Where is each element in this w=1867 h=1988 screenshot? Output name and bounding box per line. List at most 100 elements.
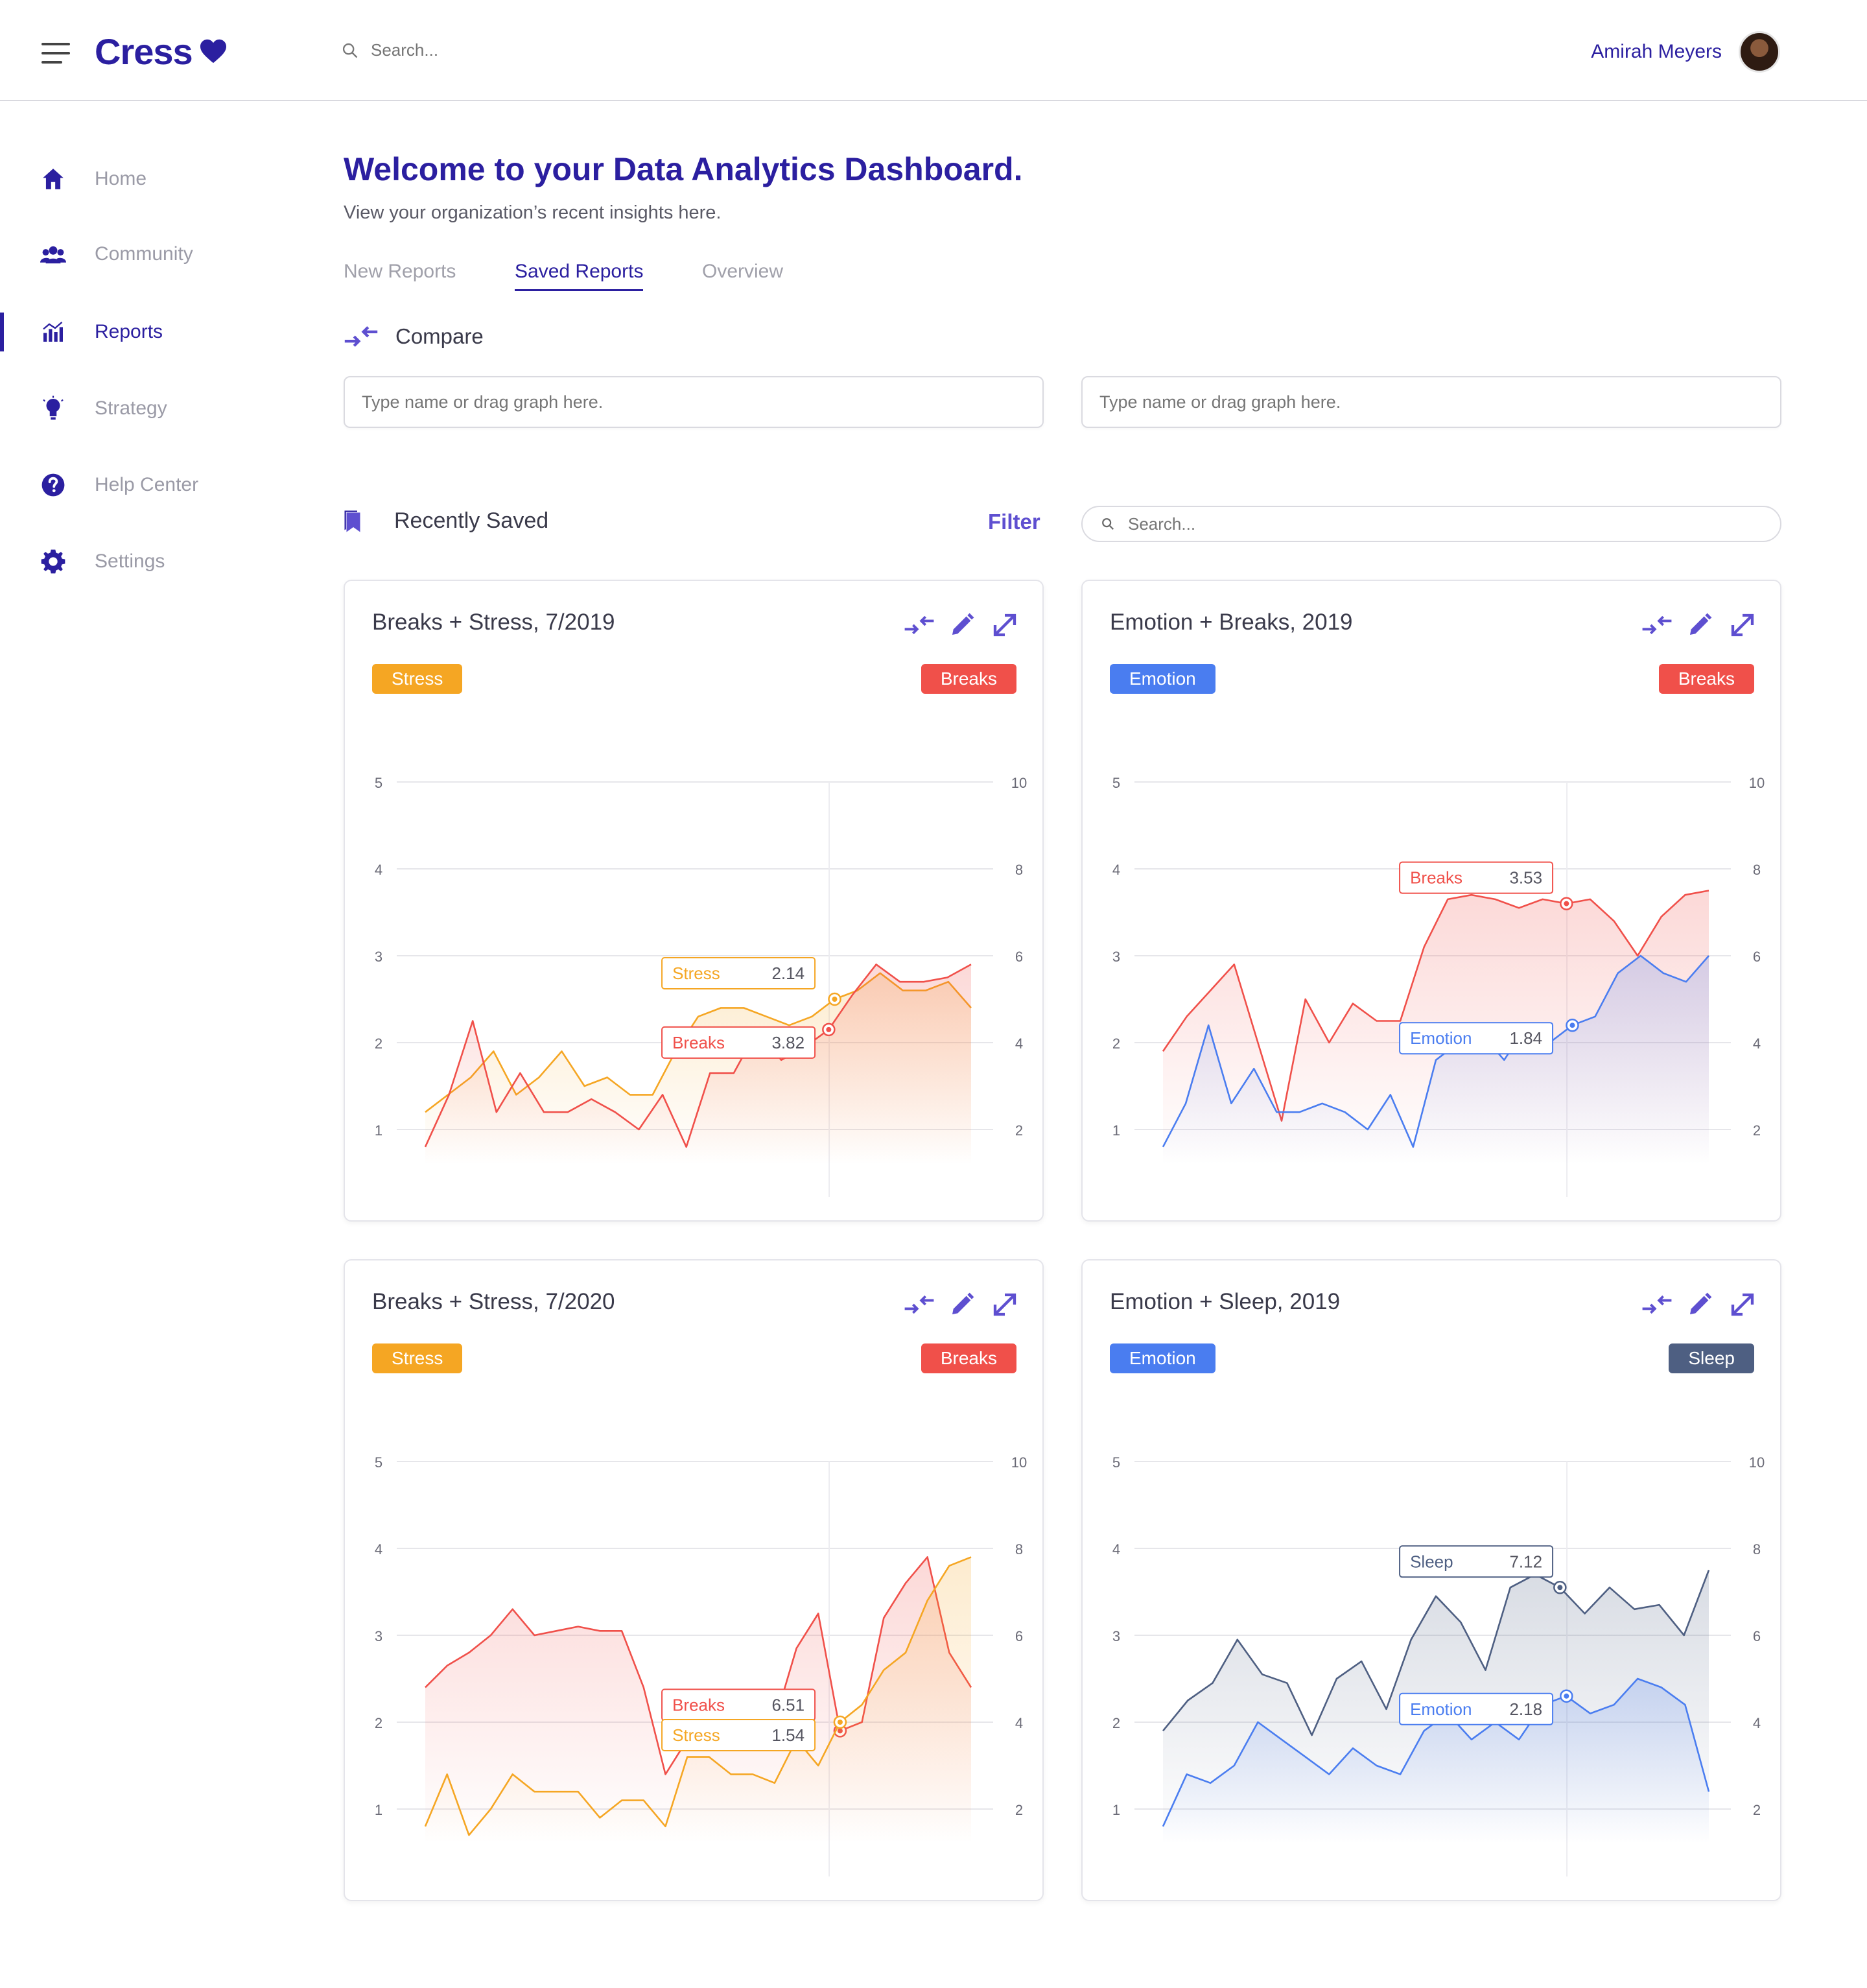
heart-icon [200, 39, 226, 64]
card-actions [904, 609, 1020, 641]
series-line [1162, 954, 1709, 1148]
compare-icon[interactable] [904, 609, 935, 641]
series-area [425, 1557, 971, 1844]
expand-icon[interactable] [1727, 1289, 1758, 1320]
tab-new-reports[interactable]: New Reports [344, 261, 456, 282]
compare-input-1[interactable] [344, 376, 1044, 428]
hover-marker-dot [837, 1720, 843, 1725]
tooltip-label: Stress [672, 964, 720, 983]
recent-search[interactable] [1081, 506, 1781, 542]
report-card[interactable]: Breaks + Stress, 7/2019 Stress Breaks 01… [344, 580, 1044, 1222]
compare-icon [344, 326, 378, 347]
sidebar-item-reports[interactable]: Reports [0, 313, 272, 351]
tooltip-value: 2.14 [771, 964, 804, 983]
tooltip-box [1399, 1022, 1554, 1055]
y-tick-label-left: 4 [1112, 1541, 1120, 1557]
y-tick-label-right: 6 [1015, 949, 1023, 965]
edit-icon[interactable] [1684, 1289, 1715, 1320]
line-chart[interactable]: 01234502468107/8/207/15/20Breaks6.51Stre… [345, 1384, 1045, 1876]
series-line [1162, 1570, 1710, 1736]
compare-label: Compare [395, 324, 484, 348]
sidebar-item-label: Home [95, 168, 147, 189]
sidebar-item-home[interactable]: Home [0, 160, 272, 198]
sidebar-item-settings[interactable]: Settings [0, 542, 272, 581]
sidebar-item-help-center[interactable]: Help Center [0, 466, 272, 504]
series-badge-stress[interactable]: Stress [372, 1343, 463, 1373]
y-tick-label-left: 5 [1112, 775, 1120, 791]
expand-icon[interactable] [989, 1289, 1020, 1320]
filter-button[interactable]: Filter [988, 510, 1040, 534]
tooltip-label: Breaks [1410, 868, 1462, 888]
line-chart[interactable]: 01234502468101/22/192/8/19Breaks3.53Emot… [1083, 704, 1783, 1197]
tooltip-box [1399, 1692, 1554, 1725]
card-actions [1641, 609, 1758, 641]
y-tick-label-left: 3 [375, 1628, 382, 1644]
series-badge-sleep[interactable]: Sleep [1669, 1343, 1754, 1373]
page-title: Welcome to your Data Analytics Dashboard… [344, 151, 1023, 187]
y-tick-label-right: 8 [1015, 862, 1023, 878]
search-icon [1102, 518, 1114, 530]
tooltip: Breaks 3.82 [661, 1026, 816, 1059]
tab-saved-reports[interactable]: Saved Reports [515, 261, 644, 291]
tooltip: Breaks 3.53 [1399, 861, 1554, 894]
search-icon [342, 43, 358, 58]
expand-icon[interactable] [989, 609, 1020, 641]
y-tick-label-left: 1 [375, 1802, 382, 1818]
edit-icon[interactable] [946, 609, 978, 641]
series-line [1162, 890, 1709, 1122]
y-tick-label-right: 10 [1749, 775, 1765, 791]
y-tick-label-right: 2 [1753, 1122, 1761, 1139]
tooltip-value: 1.84 [1509, 1028, 1542, 1048]
top-search[interactable] [341, 40, 695, 60]
series-line [424, 1556, 972, 1836]
sidebar-item-label: Help Center [95, 474, 199, 495]
brand-logo[interactable]: Cress [95, 29, 228, 74]
y-tick-label-right: 10 [1011, 775, 1027, 791]
edit-icon[interactable] [1684, 609, 1715, 641]
series-badge-breaks[interactable]: Breaks [921, 1343, 1016, 1373]
hover-marker-dot [1557, 1585, 1563, 1591]
y-tick-label-right: 8 [1015, 1541, 1023, 1557]
bookmark-icon [344, 510, 360, 532]
series-badge-breaks[interactable]: Breaks [1658, 664, 1754, 694]
series-area [425, 964, 971, 1165]
sidebar-item-community[interactable]: Community [0, 235, 272, 274]
y-tick-label-left: 3 [1112, 949, 1120, 965]
y-tick-label-left: 5 [1112, 1454, 1120, 1471]
top-search-input[interactable] [371, 40, 695, 60]
tooltip-value: 3.53 [1509, 868, 1542, 888]
y-tick-label-left: 2 [1112, 1035, 1120, 1052]
report-card[interactable]: Emotion + Breaks, 2019 Emotion Breaks 01… [1081, 580, 1781, 1222]
tooltip-label: Stress [672, 1725, 720, 1745]
user-menu[interactable]: Amirah Meyers [1591, 31, 1780, 73]
report-card[interactable]: Breaks + Stress, 7/2020 Stress Breaks 01… [344, 1259, 1044, 1901]
compare-input-2[interactable] [1081, 376, 1781, 428]
line-chart[interactable]: 01234502468109/5/1910/11/19Sleep7.12Emot… [1083, 1384, 1783, 1876]
tooltip: Emotion 2.18 [1399, 1692, 1554, 1725]
edit-icon[interactable] [946, 1289, 978, 1320]
menu-icon[interactable] [41, 43, 70, 64]
expand-icon[interactable] [1727, 609, 1758, 641]
y-tick-label-right: 10 [1749, 1454, 1765, 1471]
card-actions [904, 1289, 1020, 1320]
line-chart[interactable]: 01234502468107/8/197/15/19Stress2.14Brea… [345, 704, 1045, 1197]
series-badge-breaks[interactable]: Breaks [921, 664, 1016, 694]
series-badge-emotion[interactable]: Emotion [1110, 1343, 1215, 1373]
y-tick-label-right: 8 [1753, 1541, 1761, 1557]
tab-overview[interactable]: Overview [702, 261, 784, 282]
report-card[interactable]: Emotion + Sleep, 2019 Emotion Sleep 0123… [1081, 1259, 1781, 1901]
compare-icon[interactable] [904, 1289, 935, 1320]
sidebar-item-strategy[interactable]: Strategy [0, 389, 272, 428]
reports-icon [40, 319, 66, 345]
avatar[interactable] [1739, 31, 1780, 73]
y-tick-label-left: 4 [1112, 862, 1120, 878]
series-badge-emotion[interactable]: Emotion [1110, 664, 1215, 694]
recent-search-input[interactable] [1128, 514, 1711, 534]
card-actions [1641, 1289, 1758, 1320]
compare-icon[interactable] [1641, 1289, 1673, 1320]
series-area [1163, 1679, 1709, 1844]
compare-icon[interactable] [1641, 609, 1673, 641]
series-badge-stress[interactable]: Stress [372, 664, 463, 694]
brand-name: Cress [95, 30, 193, 72]
y-tick-label-right: 6 [1015, 1628, 1023, 1644]
